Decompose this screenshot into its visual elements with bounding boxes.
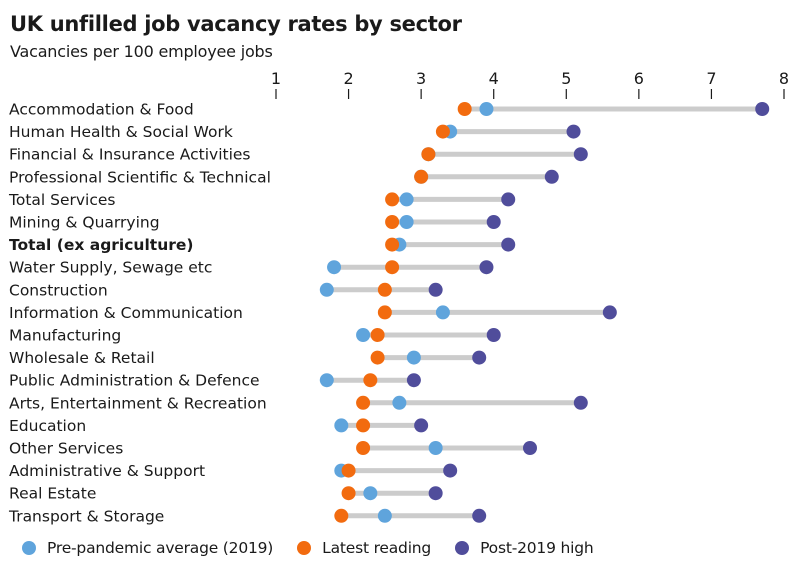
x-tick-label: 6 <box>634 69 644 88</box>
legend-label-latest: Latest reading <box>322 539 432 557</box>
point-post-2019-high <box>602 305 617 320</box>
point-pre-pandemic <box>319 373 334 388</box>
point-pre-pandemic <box>399 192 414 207</box>
point-pre-pandemic <box>356 328 371 342</box>
point-post-2019-high <box>406 373 421 388</box>
point-pre-pandemic <box>435 305 450 320</box>
x-tick-label: 3 <box>416 69 426 88</box>
point-post-2019-high <box>573 395 588 410</box>
point-latest <box>377 305 392 320</box>
point-post-2019-high <box>501 237 516 252</box>
point-latest <box>385 215 400 229</box>
point-latest <box>370 350 385 365</box>
category-label: Accommodation & Food <box>9 101 194 119</box>
point-post-2019-high <box>566 124 581 139</box>
category-label: Professional Scientific & Technical <box>9 168 271 186</box>
point-pre-pandemic <box>363 486 378 501</box>
x-tick-label: 2 <box>343 69 353 88</box>
point-latest <box>377 282 392 297</box>
point-latest <box>414 169 429 184</box>
point-post-2019-high <box>486 328 501 342</box>
category-label: Total (ex agriculture) <box>9 236 193 254</box>
point-pre-pandemic <box>377 508 392 523</box>
x-tick-label: 4 <box>489 69 499 88</box>
point-pre-pandemic <box>334 418 349 433</box>
category-label: Other Services <box>9 440 123 458</box>
category-label: Human Health & Social Work <box>9 123 233 141</box>
category-label: Wholesale & Retail <box>9 349 155 367</box>
point-pre-pandemic <box>406 350 421 365</box>
point-latest <box>385 237 400 252</box>
point-pre-pandemic <box>327 260 342 275</box>
point-post-2019-high <box>472 350 487 365</box>
legend-item-latest: Latest reading <box>297 539 431 557</box>
point-latest <box>356 418 371 433</box>
point-pre-pandemic <box>428 441 443 455</box>
point-post-2019-high <box>428 282 443 297</box>
legend-dot-latest <box>297 541 312 555</box>
point-post-2019-high <box>755 102 770 116</box>
point-latest <box>341 463 356 478</box>
category-label: Financial & Insurance Activities <box>9 146 251 164</box>
point-latest <box>356 441 371 455</box>
category-label: Real Estate <box>9 485 96 503</box>
x-tick-label: 7 <box>706 69 716 88</box>
point-latest <box>385 260 400 275</box>
category-label: Information & Communication <box>9 304 243 322</box>
legend-item-pre-pandemic: Pre-pandemic average (2019) <box>22 539 273 557</box>
category-label: Total Services <box>8 191 116 209</box>
point-post-2019-high <box>523 441 537 455</box>
point-pre-pandemic <box>319 282 334 297</box>
chart-title: UK unfilled job vacancy rates by sector <box>10 12 462 36</box>
category-label: Arts, Entertainment & Recreation <box>9 394 267 412</box>
legend-dot-pre-pandemic <box>22 541 36 555</box>
point-post-2019-high <box>443 463 458 478</box>
point-latest <box>334 508 349 523</box>
legend-dot-high <box>455 541 470 555</box>
point-latest <box>457 102 472 116</box>
category-label: Construction <box>9 281 108 299</box>
point-post-2019-high <box>428 486 443 501</box>
category-label: Water Supply, Sewage etc <box>9 259 212 277</box>
legend-label-high: Post-2019 high <box>480 539 594 557</box>
category-label: Public Administration & Defence <box>9 372 260 390</box>
category-label: Education <box>9 417 86 435</box>
x-tick-label: 8 <box>779 69 789 88</box>
point-post-2019-high <box>486 215 501 229</box>
point-latest <box>435 124 450 139</box>
legend-label-pre-pandemic: Pre-pandemic average (2019) <box>47 539 274 557</box>
point-pre-pandemic <box>392 395 407 410</box>
point-pre-pandemic <box>399 215 414 229</box>
legend-item-high: Post-2019 high <box>455 539 594 557</box>
point-pre-pandemic <box>479 102 494 116</box>
point-latest <box>363 373 378 388</box>
x-tick-label: 1 <box>271 69 281 88</box>
point-post-2019-high <box>501 192 516 207</box>
category-label: Administrative & Support <box>9 462 205 480</box>
point-latest <box>421 147 436 162</box>
point-post-2019-high <box>472 508 487 523</box>
point-post-2019-high <box>479 260 494 275</box>
point-latest <box>370 328 385 342</box>
category-label: Mining & Quarrying <box>9 214 160 232</box>
point-latest <box>385 192 400 207</box>
chart-subtitle: Vacancies per 100 employee jobs <box>10 42 273 61</box>
category-label: Manufacturing <box>9 327 121 345</box>
point-post-2019-high <box>544 169 559 184</box>
point-post-2019-high <box>573 147 588 162</box>
point-latest <box>341 486 356 501</box>
legend: Pre-pandemic average (2019) Latest readi… <box>22 539 617 557</box>
category-label: Transport & Storage <box>8 507 164 525</box>
x-tick-label: 5 <box>561 69 571 88</box>
point-post-2019-high <box>414 418 429 433</box>
point-latest <box>356 395 371 410</box>
